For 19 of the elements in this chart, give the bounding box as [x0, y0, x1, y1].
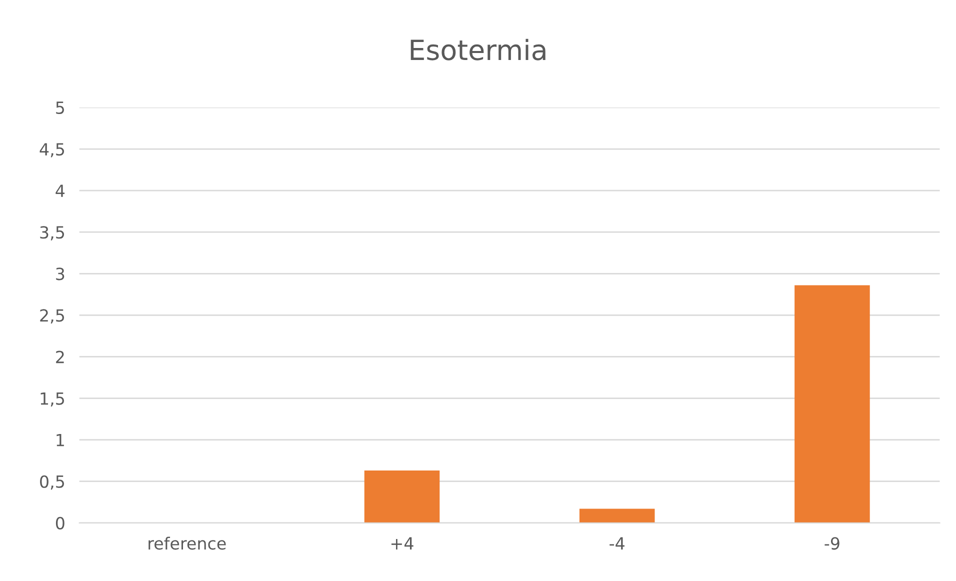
x-tick-label: -9	[824, 537, 840, 550]
y-tick-label: 0,5	[40, 475, 64, 490]
y-tick-label: 3,5	[40, 226, 64, 240]
chart-title: Esotermia	[410, 38, 546, 60]
y-tick-label: 2,5	[40, 309, 64, 324]
y-tick-label: 4	[56, 184, 65, 197]
y-tick-label: 1	[56, 434, 64, 446]
x-tick-label: +4	[391, 537, 414, 550]
y-tick-label: 5	[56, 102, 64, 114]
bar	[364, 470, 440, 523]
bar	[794, 285, 870, 523]
y-tick-label: 2	[56, 350, 64, 364]
y-tick-label: 3	[56, 268, 64, 280]
x-tick-label: reference	[148, 536, 226, 550]
y-tick-label: 1,5	[40, 392, 64, 407]
x-tick-label: -4	[610, 537, 624, 550]
y-tick-label: 4,5	[40, 143, 64, 158]
bar	[579, 508, 655, 523]
y-tick-label: 0	[56, 516, 64, 530]
